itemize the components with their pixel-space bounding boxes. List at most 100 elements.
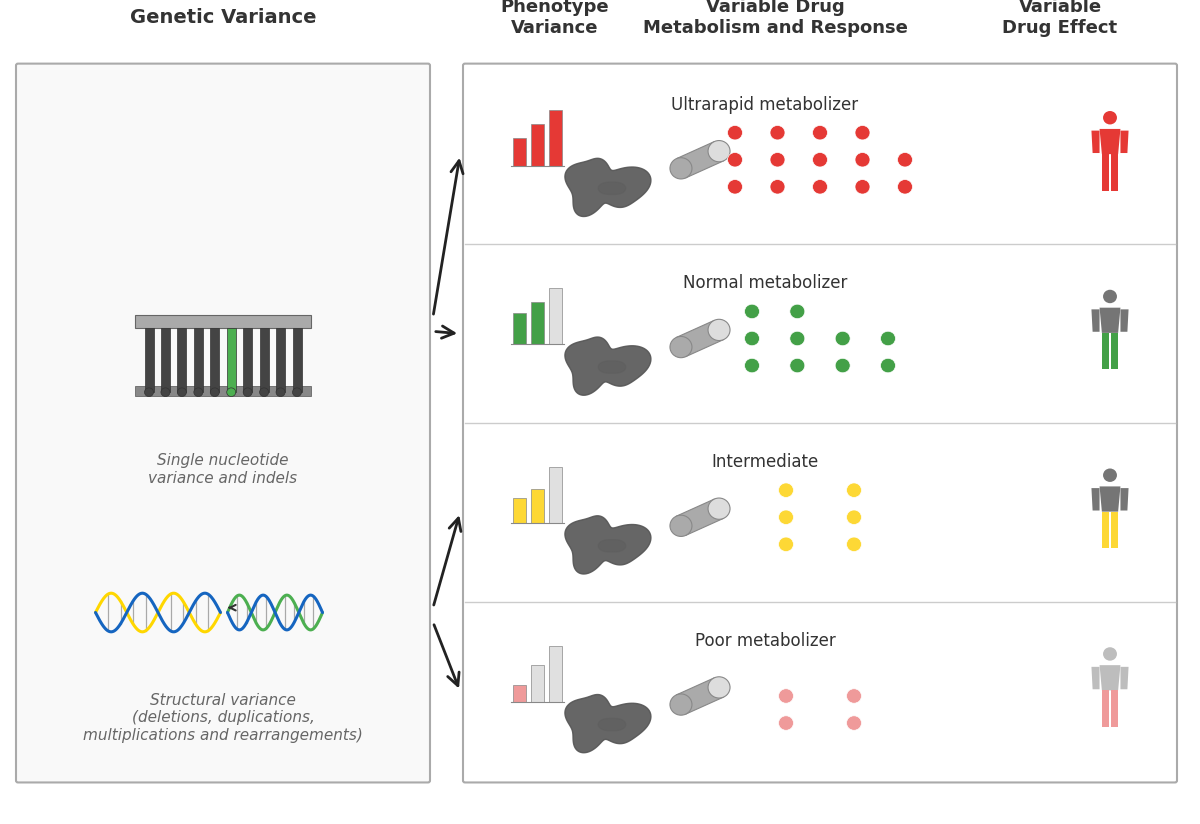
Bar [276,329,286,392]
Circle shape [670,157,692,179]
Circle shape [779,537,793,551]
Polygon shape [599,540,625,552]
Polygon shape [599,182,625,194]
Circle shape [708,141,730,162]
FancyBboxPatch shape [16,63,430,783]
Polygon shape [565,337,650,396]
Polygon shape [1099,486,1121,512]
Circle shape [293,388,301,396]
Bar [530,665,544,702]
Circle shape [854,152,870,167]
Circle shape [835,358,850,372]
Circle shape [846,483,862,498]
Circle shape [1103,111,1117,124]
Bar [244,329,252,392]
Bar [548,467,562,523]
Text: Intermediate: Intermediate [712,453,818,471]
Circle shape [770,180,785,194]
Bar [210,329,220,392]
Text: Normal metabolizer: Normal metabolizer [683,274,847,293]
Circle shape [779,716,793,730]
Polygon shape [599,361,625,373]
Circle shape [846,510,862,525]
Polygon shape [1099,129,1121,154]
Text: Phenotype
Variance: Phenotype Variance [500,0,610,36]
Circle shape [670,336,692,358]
Bar [530,124,544,166]
Bar [548,110,562,166]
Circle shape [812,152,828,167]
Circle shape [779,689,793,703]
Polygon shape [1111,512,1118,548]
Bar [548,646,562,702]
Polygon shape [1102,691,1109,727]
Polygon shape [1111,333,1118,369]
Circle shape [846,716,862,730]
Polygon shape [1121,667,1128,689]
Circle shape [770,125,785,140]
Circle shape [178,388,186,396]
Circle shape [1103,647,1117,661]
Circle shape [812,125,828,140]
Circle shape [744,358,760,372]
Circle shape [708,498,730,519]
Circle shape [708,319,730,340]
Circle shape [259,388,269,396]
Polygon shape [1121,309,1128,332]
Polygon shape [1102,154,1109,190]
Circle shape [790,331,805,346]
Circle shape [790,304,805,319]
Bar [178,329,186,392]
Circle shape [1103,290,1117,303]
Circle shape [898,180,912,194]
Circle shape [144,388,154,396]
Circle shape [1103,469,1117,482]
Text: Single nucleotide
variance and indels: Single nucleotide variance and indels [149,453,298,485]
Polygon shape [677,499,724,536]
Polygon shape [1092,667,1099,689]
Bar [227,329,235,392]
Circle shape [812,180,828,194]
Circle shape [898,152,912,167]
Circle shape [670,694,692,715]
Circle shape [770,152,785,167]
Circle shape [790,358,805,372]
Polygon shape [565,158,650,217]
Polygon shape [1099,665,1121,691]
Circle shape [881,331,895,346]
Polygon shape [565,516,650,574]
Circle shape [727,180,743,194]
Polygon shape [677,678,724,714]
Bar [161,329,170,392]
Text: Structural variance
(deletions, duplications,
multiplications and rearrangements: Structural variance (deletions, duplicat… [83,693,362,742]
Bar [512,685,526,702]
Polygon shape [565,695,650,753]
Text: Genetic Variance: Genetic Variance [130,7,317,26]
Polygon shape [1121,488,1128,511]
Polygon shape [1111,691,1118,727]
FancyBboxPatch shape [463,63,1177,783]
Circle shape [744,304,760,319]
Circle shape [210,388,220,396]
Circle shape [227,388,235,396]
Polygon shape [1102,512,1109,548]
Bar [134,386,311,396]
Polygon shape [677,142,724,178]
Circle shape [779,510,793,525]
Text: Variable
Drug Effect: Variable Drug Effect [1002,0,1117,36]
Circle shape [881,358,895,372]
Bar [512,313,526,344]
Circle shape [244,388,252,396]
Polygon shape [1121,131,1128,153]
Bar [512,138,526,166]
Polygon shape [599,719,625,731]
Circle shape [835,331,850,346]
Polygon shape [1092,488,1099,511]
Circle shape [846,537,862,551]
Text: Poor metabolizer: Poor metabolizer [695,632,835,650]
Circle shape [727,125,743,140]
Circle shape [708,677,730,698]
Circle shape [854,180,870,194]
Circle shape [744,331,760,346]
Bar [548,288,562,344]
